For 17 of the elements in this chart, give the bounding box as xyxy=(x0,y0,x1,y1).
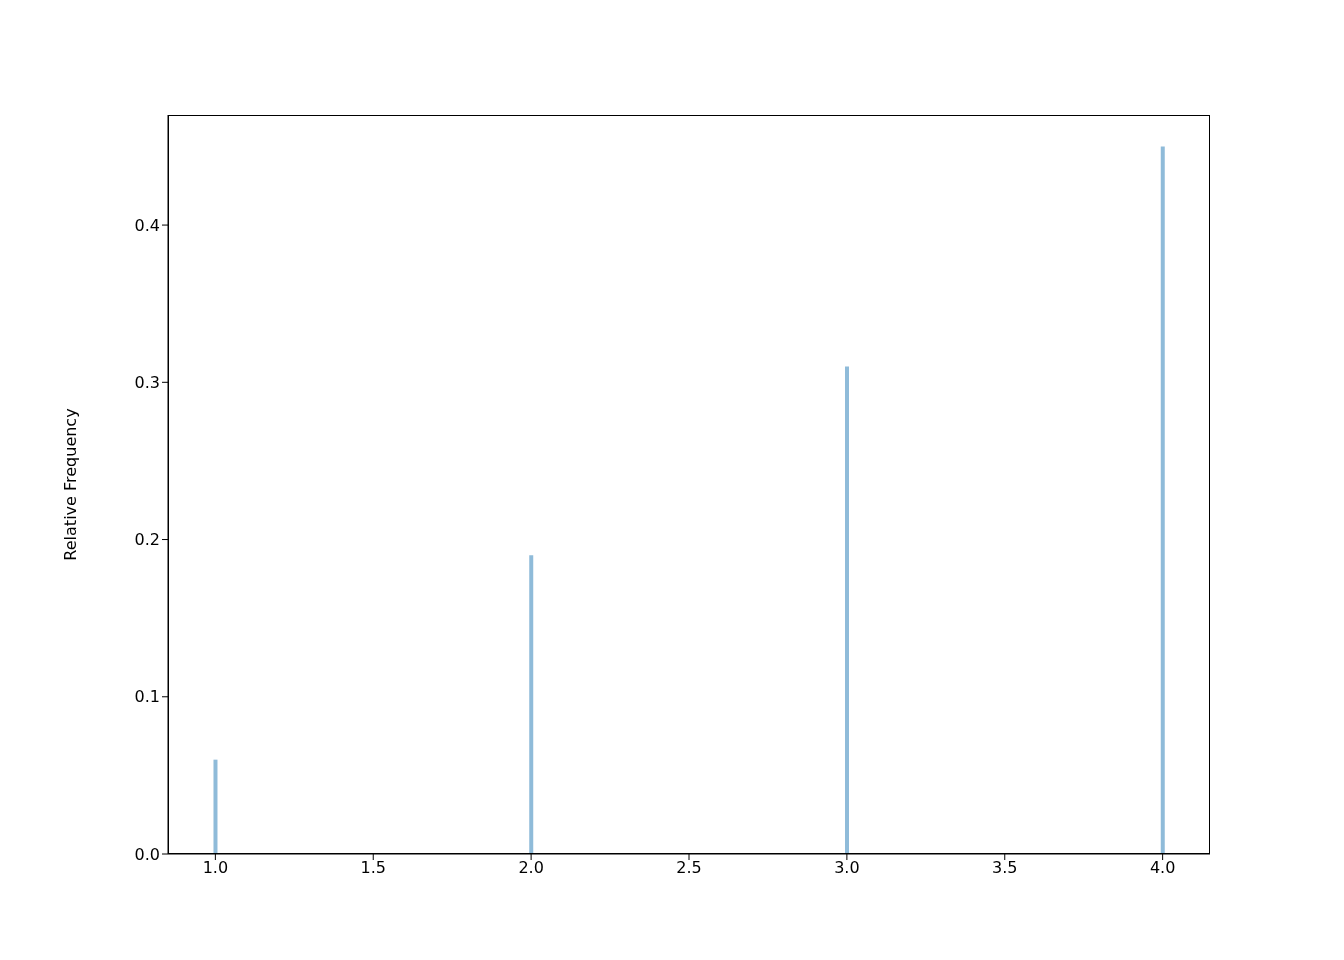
y-tick-label: 0.2 xyxy=(134,530,160,550)
x-tick-label: 4.0 xyxy=(1149,858,1176,878)
x-tick-label: 3.5 xyxy=(992,858,1018,878)
bar xyxy=(213,759,218,854)
bar xyxy=(529,555,534,854)
x-tick-label: 3.0 xyxy=(834,858,860,878)
x-tick-label: 1.5 xyxy=(360,858,386,878)
bar xyxy=(1160,146,1165,854)
y-tick-label: 0.3 xyxy=(134,372,160,392)
y-tick-label: 0.4 xyxy=(134,215,160,235)
y-axis-title: Relative Frequency xyxy=(60,408,80,561)
y-tick-label: 0.1 xyxy=(134,687,160,707)
x-tick-label: 1.0 xyxy=(202,858,229,878)
bar xyxy=(845,366,849,854)
x-tick-label: 2.0 xyxy=(518,858,544,878)
y-tick-label: 0.0 xyxy=(134,844,160,864)
x-tick-label: 2.5 xyxy=(676,858,702,878)
